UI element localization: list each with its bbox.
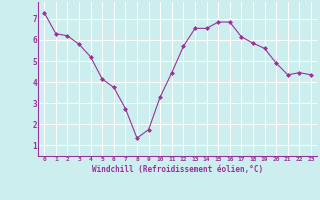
X-axis label: Windchill (Refroidissement éolien,°C): Windchill (Refroidissement éolien,°C) xyxy=(92,165,263,174)
